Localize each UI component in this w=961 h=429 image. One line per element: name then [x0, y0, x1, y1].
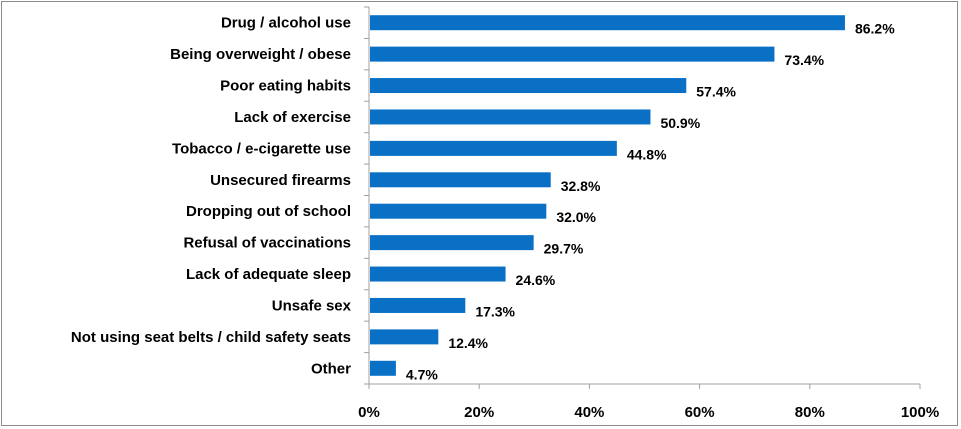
- category-label: Lack of exercise: [234, 109, 351, 126]
- bar: [370, 15, 845, 31]
- bar: [370, 329, 439, 345]
- bar: [370, 109, 651, 125]
- value-label: 57.4%: [696, 84, 736, 100]
- category-label: Other: [311, 360, 351, 377]
- value-label: 86.2%: [855, 21, 895, 37]
- bar: [370, 78, 687, 94]
- value-label: 32.0%: [556, 209, 596, 225]
- x-tick-label: 0%: [358, 404, 380, 421]
- value-label: 50.9%: [660, 115, 700, 131]
- category-label: Tobacco / e-cigarette use: [172, 140, 351, 157]
- bar: [370, 297, 466, 313]
- value-label: 12.4%: [448, 335, 488, 351]
- x-tick-label: 60%: [685, 404, 715, 421]
- category-label: Drug / alcohol use: [221, 15, 351, 32]
- category-label: Not using seat belts / child safety seat…: [71, 329, 351, 346]
- bar: [370, 46, 775, 62]
- category-label: Being overweight / obese: [170, 46, 351, 63]
- value-label: 24.6%: [516, 272, 556, 288]
- value-label: 73.4%: [784, 52, 824, 68]
- value-label: 4.7%: [406, 366, 438, 382]
- category-label: Poor eating habits: [220, 78, 351, 95]
- bar: [370, 140, 617, 156]
- x-tick-label: 100%: [901, 404, 939, 421]
- category-label: Dropping out of school: [186, 203, 351, 220]
- value-label: 29.7%: [544, 241, 584, 257]
- category-label: Lack of adequate sleep: [186, 266, 351, 283]
- value-label: 17.3%: [475, 303, 515, 319]
- bar: [370, 235, 534, 251]
- bar: [370, 360, 396, 376]
- x-tick-label: 40%: [574, 404, 604, 421]
- category-label: Refusal of vaccinations: [183, 235, 351, 252]
- x-tick-label: 20%: [464, 404, 494, 421]
- bar: [370, 266, 506, 282]
- x-tick-label: 80%: [795, 404, 825, 421]
- bar: [370, 203, 547, 219]
- bar: [370, 172, 551, 188]
- category-label: Unsecured firearms: [210, 172, 351, 189]
- value-label: 32.8%: [561, 178, 601, 194]
- value-label: 44.8%: [627, 146, 667, 162]
- category-label: Unsafe sex: [272, 297, 352, 314]
